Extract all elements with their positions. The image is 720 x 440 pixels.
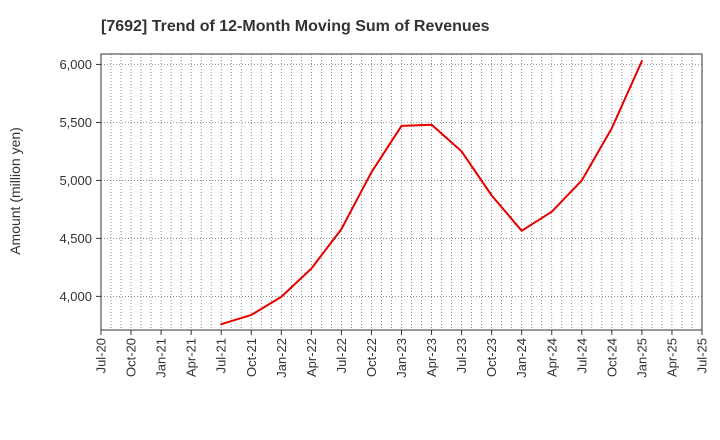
x-tick-label: Jul-25 bbox=[695, 338, 710, 373]
x-tick-label: Jul-21 bbox=[214, 338, 229, 373]
x-tick-label: Oct-23 bbox=[484, 338, 499, 377]
x-tick-label: Jul-20 bbox=[94, 338, 109, 373]
x-tick-label: Jul-22 bbox=[334, 338, 349, 373]
x-tick-label: Apr-23 bbox=[424, 338, 439, 377]
x-tick-label: Oct-21 bbox=[244, 338, 259, 377]
series-layer bbox=[220, 60, 643, 326]
x-axis-ticks: Jul-20 Oct-20 Jan-21 Apr-21 Jul-21 Oct-21 Jan-… bbox=[94, 330, 710, 378]
chart-title: [7692] Trend of 12-Month Moving Sum of R… bbox=[101, 18, 490, 35]
x-tick-label: Apr-25 bbox=[664, 338, 679, 377]
x-tick-label: Jan-24 bbox=[514, 338, 529, 378]
x-tick-label: Jan-22 bbox=[274, 338, 289, 378]
x-tick-label: Jan-23 bbox=[394, 338, 409, 378]
y-tick-label: 4,000 bbox=[59, 289, 92, 304]
y-tick-label: 4,500 bbox=[59, 231, 92, 246]
series-line bbox=[220, 60, 643, 326]
y-axis-label: Amount (million yen) bbox=[7, 127, 23, 255]
grid bbox=[101, 54, 702, 330]
x-tick-label: Jul-24 bbox=[574, 338, 589, 373]
x-tick-label: Apr-24 bbox=[544, 338, 559, 377]
x-tick-label: Oct-20 bbox=[124, 338, 139, 377]
y-tick-label: 5,500 bbox=[59, 115, 92, 130]
y-axis-ticks: 4,000 4,500 5,000 5,500 6,000 bbox=[59, 57, 101, 304]
x-tick-label: Jan-21 bbox=[154, 338, 169, 378]
y-tick-label: 5,000 bbox=[59, 173, 92, 188]
x-tick-label: Apr-21 bbox=[184, 338, 199, 377]
x-tick-label: Oct-22 bbox=[364, 338, 379, 377]
x-tick-label: Oct-24 bbox=[604, 338, 619, 377]
x-tick-label: Jan-25 bbox=[634, 338, 649, 378]
x-tick-label: Apr-22 bbox=[304, 338, 319, 377]
x-tick-label: Jul-23 bbox=[454, 338, 469, 373]
y-tick-label: 6,000 bbox=[59, 57, 92, 72]
